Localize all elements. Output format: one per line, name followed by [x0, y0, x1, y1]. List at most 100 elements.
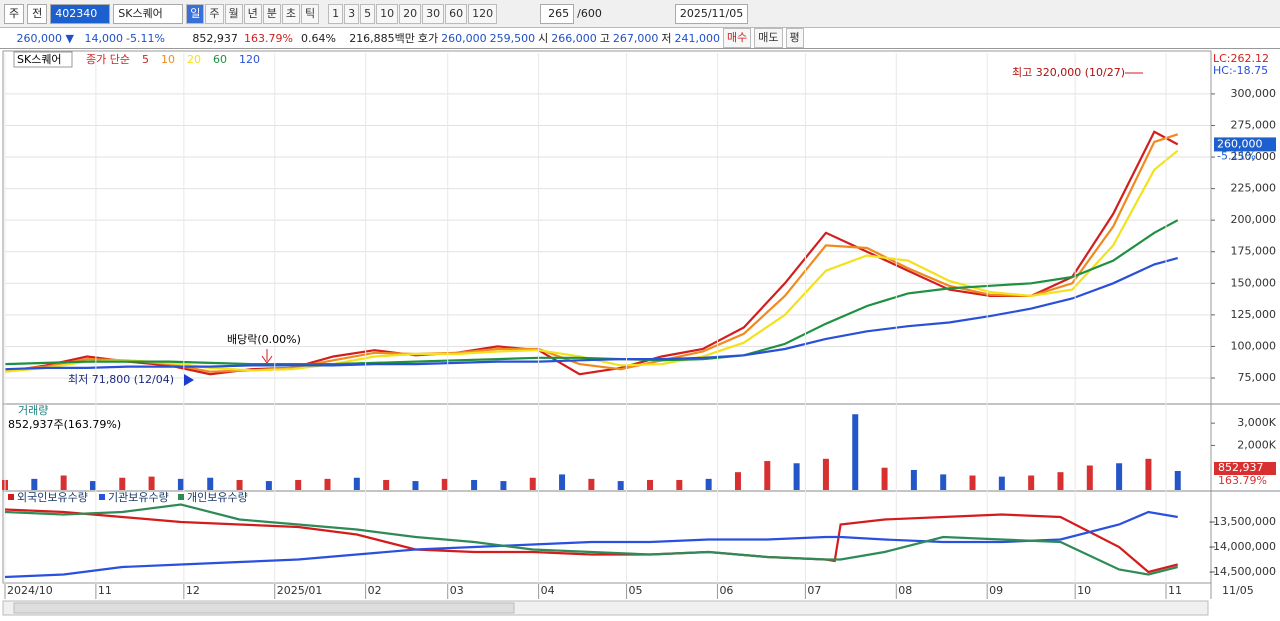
scroll-thumb[interactable]: [13, 602, 515, 614]
intervals: 1 3 5 10 20 30 60 120: [328, 3, 498, 24]
indicator-label: HC:-18.75: [1213, 64, 1268, 77]
change: 14,000: [84, 31, 124, 45]
volume-bar: [1145, 458, 1152, 490]
interval-button[interactable]: 30: [422, 3, 445, 24]
volume-bar: [324, 478, 331, 490]
period-button[interactable]: 주: [205, 3, 224, 24]
volume-bar: [969, 475, 976, 490]
price-tag-label: 260,000: [1217, 137, 1263, 150]
period-button[interactable]: 월: [224, 3, 243, 24]
volume-bar: [1028, 475, 1035, 490]
market[interactable]: 주: [4, 3, 25, 24]
y-tick-label: 125,000: [1231, 308, 1277, 321]
interval-button[interactable]: 60: [445, 3, 468, 24]
series-line: [4, 149, 1179, 373]
count[interactable]: 265: [540, 3, 575, 24]
mode[interactable]: 전: [27, 3, 48, 24]
legend-entry: 개인보유수량: [187, 491, 248, 504]
interval-button[interactable]: 3: [344, 3, 360, 24]
stock-name[interactable]: SK스퀘어: [113, 3, 184, 24]
avg-button[interactable]: 평: [785, 28, 804, 48]
volume-bar: [177, 478, 184, 490]
volume-bar: [500, 481, 507, 490]
y-tick-label: 225,000: [1231, 182, 1277, 195]
price: 260,000 ▼: [16, 31, 74, 45]
y-tick-label: 75,000: [1238, 371, 1277, 384]
volume: 852,937: [192, 31, 238, 45]
x-tick-label: 03: [450, 584, 464, 597]
interval-button[interactable]: 5: [360, 3, 376, 24]
y-tick-label: 2,000K: [1237, 438, 1276, 451]
period-button[interactable]: 년: [243, 3, 262, 24]
series-line: [4, 257, 1178, 371]
annotation-high: 최고 320,000 (10/27): [1012, 66, 1125, 79]
legend-entry: 120: [239, 53, 260, 66]
volume-bar: [734, 472, 741, 490]
x-tick-label: 07: [807, 584, 821, 597]
y-tick-label: 150,000: [1231, 276, 1277, 289]
volume-bar: [1057, 472, 1064, 490]
turnover: 0.64%: [300, 31, 336, 45]
high-label: 고: [599, 32, 610, 45]
volume-bar: [647, 479, 654, 490]
volume-bar: [852, 414, 859, 490]
legend-entry: 5: [142, 53, 149, 66]
legend-entry: 외국인보유수량: [17, 491, 88, 504]
interval-button[interactable]: 120: [468, 3, 498, 24]
x-tick-label: 11: [1168, 584, 1182, 597]
period-button[interactable]: 분: [262, 3, 281, 24]
y-tick-label: 175,000: [1231, 245, 1277, 258]
y-tick-label: 275,000: [1231, 118, 1277, 131]
volume-bar: [910, 469, 917, 490]
stock-label-box: [13, 51, 73, 68]
volume-bar: [676, 479, 683, 490]
x-tick-label: 02: [368, 584, 382, 597]
volume-bar: [31, 478, 38, 490]
y-tick-label: 250,000: [1231, 150, 1277, 163]
volume-bar: [793, 463, 800, 490]
code-input[interactable]: 402340: [50, 3, 111, 24]
interval-button[interactable]: 20: [399, 3, 422, 24]
period-button[interactable]: 초: [281, 3, 300, 24]
sell-button[interactable]: 매도: [754, 28, 783, 48]
series-line: [4, 219, 1179, 366]
period-button[interactable]: 일: [186, 3, 205, 24]
volume-tag-pct: 163.79%: [1218, 474, 1267, 487]
volume-bar: [1086, 465, 1093, 490]
interval-button[interactable]: 1: [328, 3, 344, 24]
series-line: [4, 130, 1179, 376]
interval-button[interactable]: 10: [376, 3, 399, 24]
volume-bar: [236, 479, 243, 490]
x-tick-label: 04: [541, 584, 555, 597]
series-line: [4, 508, 1178, 574]
series-line: [4, 503, 1178, 576]
y-tick-label: 200,000: [1231, 213, 1277, 226]
ask: 260,000: [441, 31, 487, 45]
legend-swatch: [99, 494, 105, 500]
volume-bar: [1174, 470, 1181, 490]
date[interactable]: 2025/11/05: [674, 3, 749, 24]
volume-bar: [705, 478, 712, 490]
volume-bar: [822, 458, 829, 490]
series-line: [4, 510, 1178, 579]
price-tag: [1214, 137, 1276, 152]
legend-entry: 기관보유수량: [108, 491, 169, 504]
volume-bar: [617, 481, 624, 490]
x-tick-label: 05: [629, 584, 643, 597]
period-button[interactable]: 틱: [301, 3, 320, 24]
volume-bar: [764, 461, 771, 490]
x-tick-label: 12: [186, 584, 200, 597]
x-tick-label: 06: [719, 584, 733, 597]
buy-button[interactable]: 매수: [723, 28, 752, 48]
volume-bar: [383, 479, 390, 490]
legend-prefix: 종가 단순: [86, 53, 130, 66]
volume-bar: [940, 474, 947, 490]
low-label: 저: [661, 32, 672, 45]
y-tick-label: 3,000K: [1237, 416, 1276, 429]
amount: 216,885백만: [349, 32, 415, 45]
series-line: [4, 133, 1179, 373]
volume-bar: [265, 481, 272, 490]
